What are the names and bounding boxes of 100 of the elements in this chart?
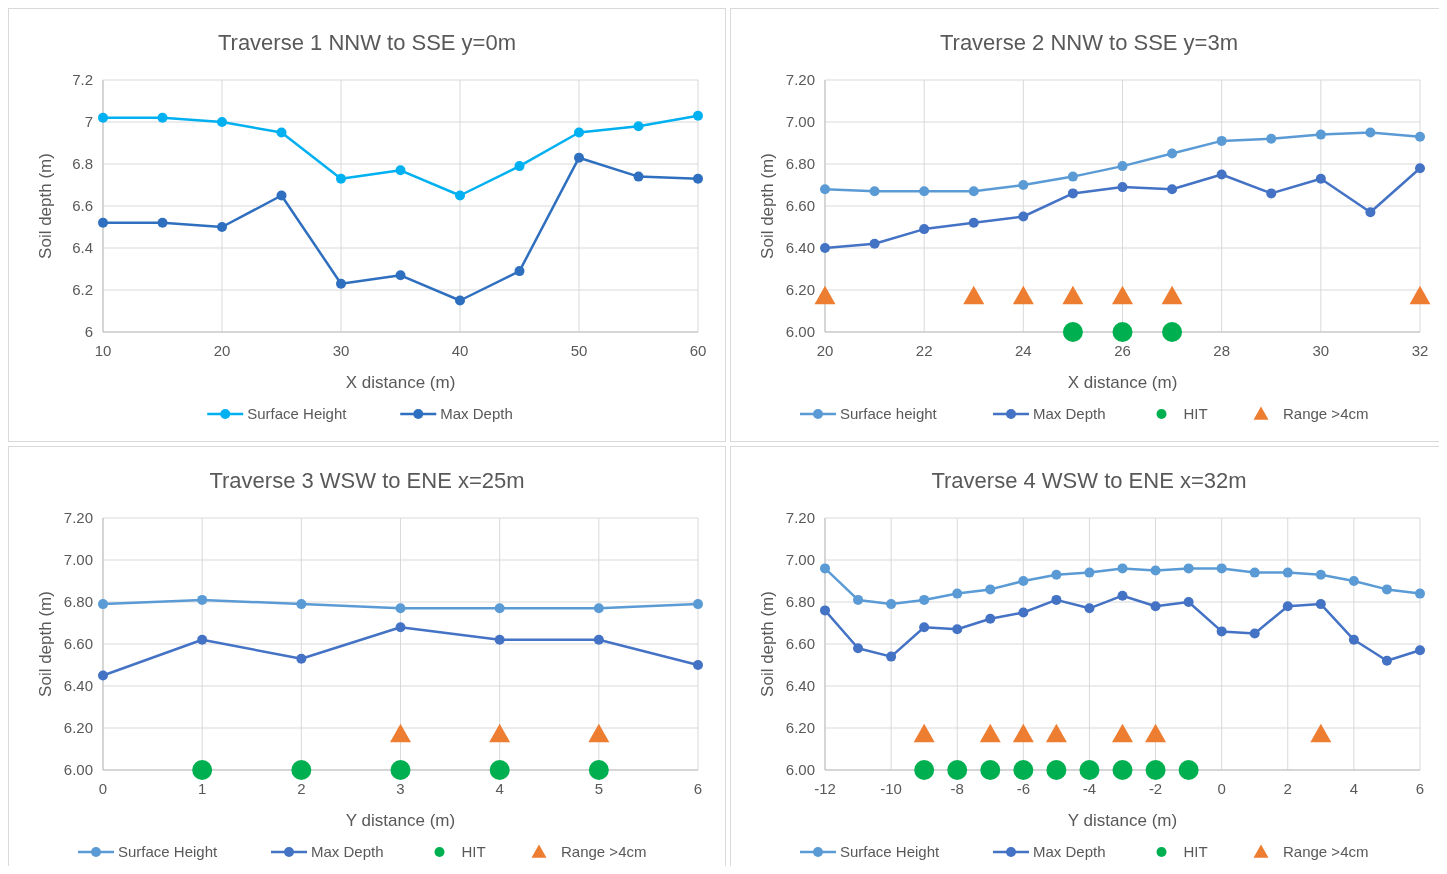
point: [588, 760, 609, 780]
point: [952, 624, 963, 635]
y-tick-label: 7.00: [785, 551, 815, 569]
point: [1013, 760, 1034, 780]
x-tick-label: 1: [197, 780, 207, 797]
y-tick-label: 6.2: [72, 281, 93, 299]
point: [1183, 563, 1194, 574]
y-axis-title: Soil depth (m): [36, 591, 55, 697]
point: [98, 670, 108, 681]
point: [1216, 169, 1227, 180]
point: [390, 723, 411, 743]
point: [291, 760, 312, 780]
point: [1112, 760, 1133, 780]
point: [820, 563, 830, 574]
point: [1084, 567, 1095, 578]
x-axis-title: X distance (m): [1067, 373, 1178, 392]
point: [1018, 180, 1029, 190]
point: [1062, 285, 1084, 305]
point: [276, 127, 287, 138]
point: [336, 173, 346, 184]
y-tick-label: 6: [84, 323, 93, 341]
point: [1051, 569, 1062, 580]
point: [1145, 760, 1166, 780]
point: [1282, 601, 1293, 612]
point: [1046, 760, 1067, 780]
chart-title: Traverse 1 NNW to SSE y=0m: [217, 30, 517, 55]
x-tick-label: 20: [213, 342, 231, 359]
legend-label: HIT: [1183, 405, 1208, 423]
point: [1415, 588, 1425, 599]
point: [886, 651, 897, 662]
point: [1282, 567, 1293, 578]
point: [276, 190, 287, 201]
y-tick-label: 6.00: [785, 761, 815, 779]
point: [985, 613, 996, 624]
point: [1178, 760, 1199, 780]
point: [968, 217, 979, 228]
point: [853, 594, 864, 605]
point: [494, 634, 505, 645]
point: [1167, 148, 1178, 159]
point: [1117, 563, 1128, 574]
legend-label: Surface Height: [840, 843, 941, 861]
point: [1216, 626, 1227, 637]
point: [455, 190, 465, 201]
point: [574, 127, 584, 138]
y-tick-label: 7.20: [785, 509, 815, 527]
y-tick-label: 6.40: [63, 677, 93, 695]
point: [1415, 163, 1425, 174]
x-tick-label: 50: [570, 342, 588, 359]
y-tick-label: 6.20: [63, 719, 93, 737]
y-tick-label: 6.80: [785, 593, 815, 611]
point: [390, 760, 411, 780]
point: [952, 588, 963, 599]
legend-label: Surface Height: [247, 405, 348, 423]
point: [296, 599, 307, 610]
point: [489, 723, 511, 743]
point: [1381, 584, 1392, 595]
x-tick-label: 60: [689, 342, 707, 359]
x-tick-label: 0: [1217, 780, 1226, 797]
legend-label: Surface height: [840, 405, 938, 423]
point: [1266, 188, 1277, 199]
point: [1117, 182, 1128, 193]
point: [1018, 576, 1029, 586]
point: [1161, 285, 1183, 305]
x-tick-label: 24: [1014, 342, 1032, 359]
y-tick-label: 6.60: [63, 635, 93, 653]
legend-label: Max Depth: [1033, 843, 1106, 861]
x-tick-label: 22: [915, 342, 933, 359]
point: [514, 161, 525, 172]
x-tick-label: 4: [1349, 780, 1359, 797]
x-tick-label: 5: [594, 780, 604, 797]
point: [336, 278, 346, 289]
point: [489, 760, 510, 780]
chart-title: Traverse 4 WSW to ENE x=32m: [931, 468, 1247, 493]
y-tick-label: 7.00: [785, 113, 815, 131]
point: [693, 173, 703, 184]
point: [197, 594, 208, 605]
point: [1150, 565, 1161, 576]
x-tick-label: 3: [396, 780, 405, 797]
point: [1216, 135, 1227, 146]
point: [1079, 760, 1100, 780]
legend-label: Range >4cm: [1283, 843, 1369, 861]
point: [1062, 322, 1083, 342]
x-axis-title: X distance (m): [345, 373, 456, 392]
point: [1067, 188, 1078, 199]
point: [1310, 723, 1332, 743]
point: [886, 599, 897, 610]
y-tick-label: 6.20: [785, 719, 815, 737]
x-tick-label: -10: [880, 780, 902, 797]
point: [1018, 211, 1029, 222]
legend-label: HIT: [1183, 843, 1208, 861]
point: [820, 184, 830, 195]
point: [157, 217, 168, 228]
y-tick-label: 6.4: [72, 239, 93, 257]
y-tick-label: 7: [84, 113, 93, 131]
point: [217, 117, 227, 127]
x-tick-label: 6: [1415, 780, 1425, 797]
point: [574, 152, 584, 163]
x-tick-label: 2: [1283, 780, 1292, 797]
x-axis-title: Y distance (m): [1067, 811, 1178, 830]
x-tick-label: -2: [1148, 780, 1163, 797]
